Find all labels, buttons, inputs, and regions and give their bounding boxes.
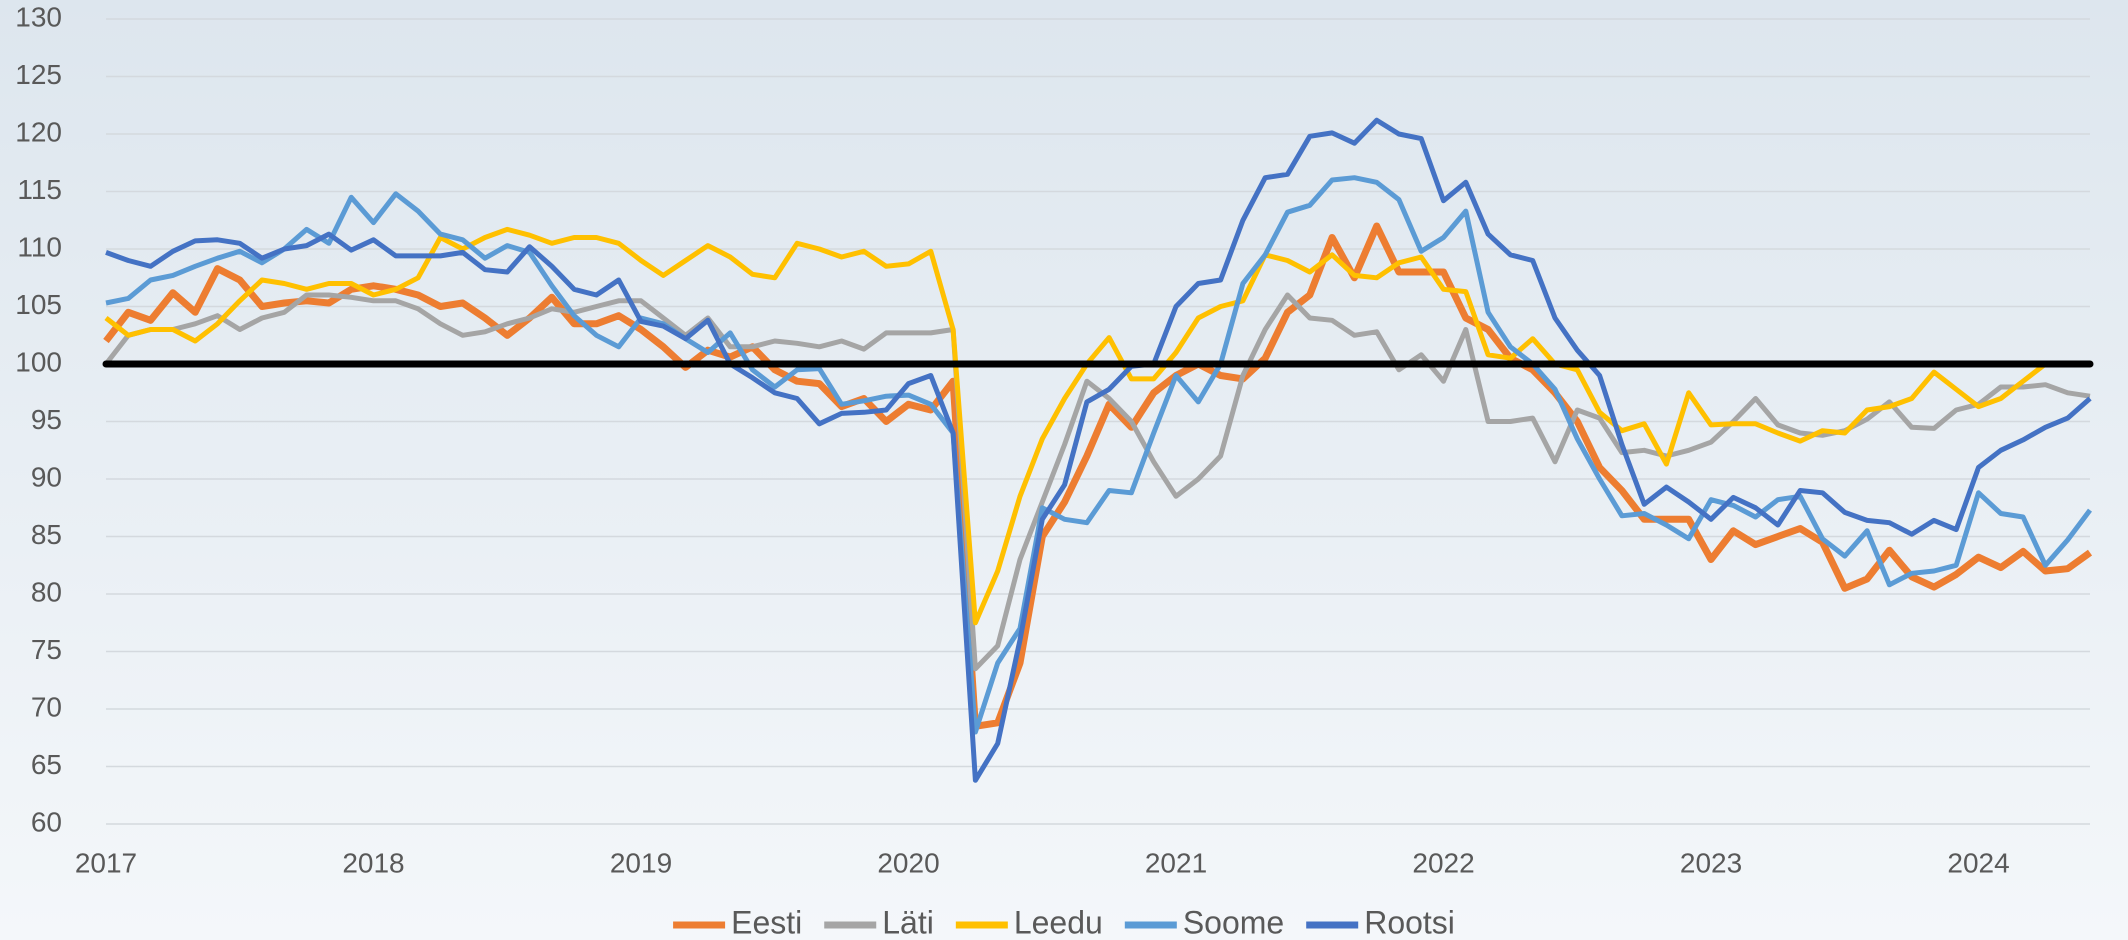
- y-tick-label: 75: [31, 634, 62, 665]
- legend-item: Eesti: [673, 904, 802, 940]
- x-tick-label: 2024: [1947, 847, 2009, 878]
- legend-label: Rootsi: [1364, 904, 1455, 940]
- x-tick-label: 2021: [1145, 847, 1207, 878]
- legend-label: Eesti: [731, 904, 802, 940]
- y-tick-label: 100: [15, 346, 62, 377]
- y-tick-label: 125: [15, 59, 62, 90]
- y-tick-label: 60: [31, 806, 62, 837]
- y-tick-label: 130: [15, 1, 62, 32]
- legend: Eesti Läti Leedu Soome Rootsi: [673, 904, 1455, 940]
- legend-item: Läti: [824, 904, 934, 940]
- series-line: [105, 117, 2092, 783]
- x-tick-label: 2020: [877, 847, 939, 878]
- y-tick-label: 70: [31, 691, 62, 722]
- y-tick-label: 110: [17, 231, 62, 262]
- x-tick-label: 2019: [610, 847, 672, 878]
- series-line: [103, 222, 2093, 730]
- legend-item: Rootsi: [1306, 904, 1455, 940]
- series-line: [105, 175, 2093, 735]
- x-tick-label: 2017: [75, 847, 137, 878]
- series-line: [104, 292, 2091, 672]
- y-tick-label: 95: [31, 404, 62, 435]
- legend-label: Leedu: [1014, 904, 1103, 940]
- y-tick-label: 120: [15, 116, 62, 147]
- y-tick-label: 115: [17, 174, 62, 205]
- legend-label: Läti: [882, 904, 934, 940]
- y-tick-label: 85: [31, 519, 62, 550]
- y-tick-label: 90: [31, 461, 62, 492]
- y-tick-label: 80: [31, 576, 62, 607]
- x-tick-label: 2023: [1680, 847, 1742, 878]
- y-tick-label: 105: [15, 289, 62, 320]
- legend-label: Soome: [1183, 904, 1284, 940]
- y-tick-label: 65: [31, 749, 62, 780]
- series-line: [104, 226, 2090, 626]
- legend-item: Soome: [1124, 904, 1284, 940]
- x-tick-label: 2022: [1412, 847, 1474, 878]
- x-tick-label: 2018: [342, 847, 404, 878]
- legend-item: Leedu: [955, 904, 1103, 940]
